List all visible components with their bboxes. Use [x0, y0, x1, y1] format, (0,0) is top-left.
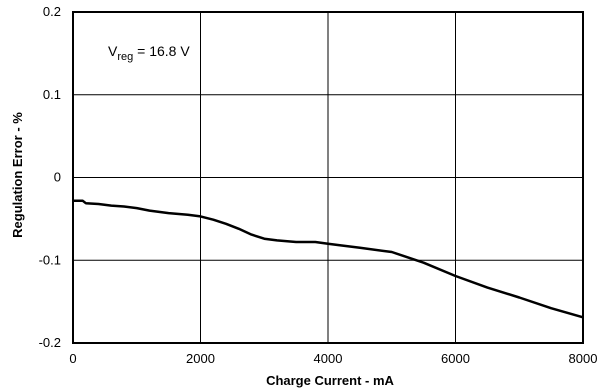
x-tick-labels: 0 2000 4000 6000 8000 — [69, 351, 597, 366]
x-tick-label: 0 — [69, 351, 76, 366]
x-tick-label: 8000 — [569, 351, 598, 366]
annotation-subscript: reg — [117, 51, 133, 63]
x-axis-label: Charge Current - mA — [266, 373, 394, 388]
x-tick-label: 6000 — [441, 351, 470, 366]
y-tick-label: -0.1 — [39, 252, 61, 267]
annotation-vreg: Vreg = 16.8 V — [108, 43, 190, 63]
y-tick-label: -0.2 — [39, 335, 61, 350]
annotation-main: V — [108, 43, 118, 59]
y-tick-label: 0 — [54, 170, 61, 185]
y-tick-label: 0.1 — [43, 87, 61, 102]
x-tick-label: 2000 — [186, 351, 215, 366]
series-layer — [73, 199, 584, 319]
y-tick-labels: 0.2 0.1 0 -0.1 -0.2 — [39, 4, 61, 350]
y-axis-label: Regulation Error - % — [10, 112, 25, 238]
grid-lines — [73, 12, 583, 343]
x-tick-label: 4000 — [314, 351, 343, 366]
plot-frame — [72, 11, 584, 344]
annotation-rest: = 16.8 V — [133, 43, 190, 59]
y-tick-label: 0.2 — [43, 4, 61, 19]
series-line — [73, 199, 584, 319]
